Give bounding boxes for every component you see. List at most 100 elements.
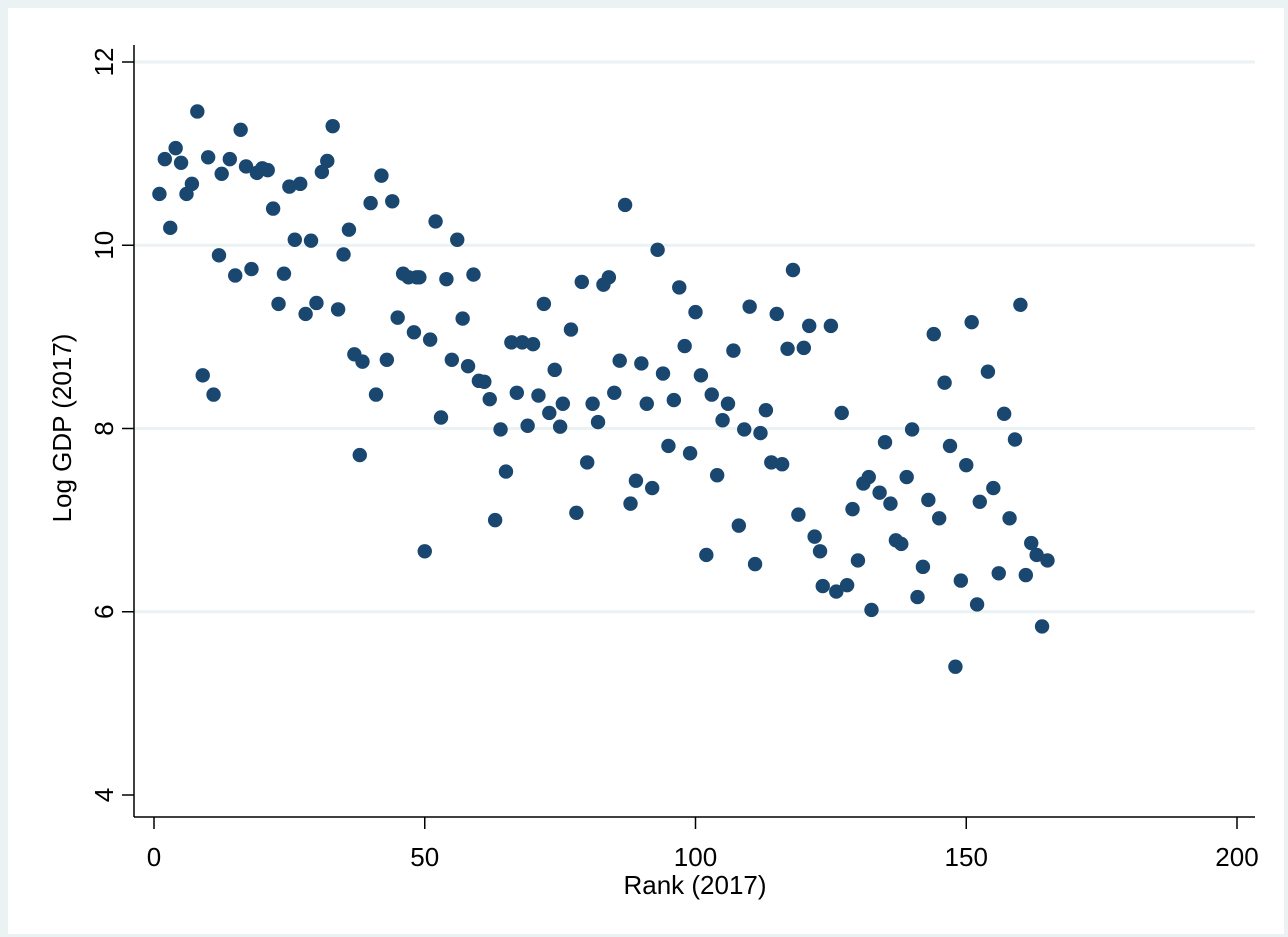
x-tick-label-150: 150 bbox=[945, 842, 988, 872]
x-tick-label-200: 200 bbox=[1215, 842, 1258, 872]
data-point-153 bbox=[972, 494, 987, 509]
data-point-32 bbox=[325, 118, 340, 134]
data-point-162 bbox=[1024, 535, 1039, 551]
data-point-44 bbox=[390, 310, 405, 325]
x-tick-label-100: 100 bbox=[674, 842, 717, 872]
data-point-16 bbox=[238, 159, 254, 174]
data-point-10 bbox=[206, 387, 221, 402]
data-point-23 bbox=[276, 266, 292, 281]
data-point-101 bbox=[693, 368, 709, 383]
data-point-120 bbox=[796, 340, 811, 356]
data-point-127 bbox=[834, 405, 849, 421]
data-point-121 bbox=[802, 318, 817, 334]
data-point-108 bbox=[731, 518, 747, 533]
data-point-135 bbox=[877, 435, 893, 450]
data-point-22 bbox=[271, 296, 286, 312]
data-point-136 bbox=[883, 496, 898, 511]
data-point-77 bbox=[563, 322, 579, 337]
data-point-43 bbox=[385, 194, 400, 209]
data-point-93 bbox=[650, 242, 665, 258]
data-point-72 bbox=[536, 296, 552, 312]
data-point-1 bbox=[157, 151, 173, 167]
data-point-20 bbox=[260, 162, 275, 178]
data-point-17 bbox=[244, 261, 259, 277]
data-point-75 bbox=[552, 419, 568, 434]
data-point-74 bbox=[547, 362, 562, 378]
data-point-30 bbox=[314, 164, 330, 180]
data-point-91 bbox=[639, 396, 654, 411]
data-point-69 bbox=[520, 418, 535, 433]
data-point-52 bbox=[428, 214, 443, 229]
data-point-56 bbox=[450, 232, 465, 247]
data-point-55 bbox=[444, 352, 460, 367]
data-point-163 bbox=[1029, 547, 1044, 563]
data-point-68 bbox=[515, 335, 530, 350]
data-point-24 bbox=[282, 179, 297, 194]
data-point-100 bbox=[688, 304, 703, 320]
data-point-141 bbox=[910, 589, 925, 605]
data-point-57 bbox=[455, 311, 470, 326]
data-point-161 bbox=[1018, 567, 1034, 583]
data-point-152 bbox=[969, 597, 985, 612]
data-point-51 bbox=[422, 332, 438, 347]
data-point-70 bbox=[525, 337, 541, 352]
data-point-80 bbox=[580, 455, 595, 470]
data-point-47 bbox=[406, 325, 422, 340]
data-point-27 bbox=[298, 306, 313, 322]
y-tick-label-10: 10 bbox=[89, 231, 119, 260]
data-point-4 bbox=[173, 155, 189, 170]
data-point-149 bbox=[953, 573, 969, 588]
data-point-106 bbox=[720, 396, 736, 411]
data-point-102 bbox=[699, 547, 714, 563]
data-point-61 bbox=[477, 374, 492, 389]
data-point-87 bbox=[617, 197, 633, 213]
data-point-95 bbox=[661, 438, 676, 454]
data-point-94 bbox=[655, 366, 671, 381]
data-point-14 bbox=[228, 268, 243, 283]
data-point-116 bbox=[774, 457, 790, 472]
data-point-35 bbox=[341, 222, 357, 237]
data-point-78 bbox=[569, 505, 584, 520]
y-tick-label-4: 4 bbox=[89, 788, 119, 802]
data-point-132 bbox=[861, 469, 876, 485]
data-point-130 bbox=[850, 553, 866, 568]
data-point-145 bbox=[931, 511, 947, 526]
data-point-125 bbox=[823, 318, 839, 334]
data-point-117 bbox=[780, 341, 795, 356]
data-point-105 bbox=[715, 413, 730, 428]
y-tick-label-12: 12 bbox=[89, 48, 119, 77]
data-point-81 bbox=[585, 396, 600, 411]
data-point-88 bbox=[623, 496, 638, 511]
data-point-112 bbox=[753, 425, 768, 441]
data-point-150 bbox=[959, 457, 974, 473]
data-point-124 bbox=[815, 578, 830, 594]
x-axis-label: Rank (2017) bbox=[623, 870, 766, 900]
data-point-128 bbox=[839, 577, 855, 593]
grid-lines bbox=[135, 60, 1255, 614]
data-point-114 bbox=[764, 455, 779, 470]
data-point-146 bbox=[937, 375, 952, 390]
data-point-66 bbox=[504, 335, 519, 350]
data-point-92 bbox=[644, 480, 660, 496]
data-point-115 bbox=[769, 306, 784, 322]
data-point-151 bbox=[964, 315, 979, 330]
data-point-164 bbox=[1034, 619, 1050, 634]
data-point-119 bbox=[791, 507, 806, 522]
data-point-107 bbox=[726, 343, 741, 358]
data-point-84 bbox=[601, 270, 617, 285]
data-point-64 bbox=[493, 422, 508, 437]
data-point-113 bbox=[758, 402, 774, 418]
data-point-79 bbox=[574, 274, 589, 290]
data-point-82 bbox=[590, 414, 606, 430]
data-point-126 bbox=[829, 584, 844, 599]
data-point-53 bbox=[433, 410, 449, 425]
data-point-148 bbox=[948, 659, 963, 674]
data-point-96 bbox=[666, 392, 682, 408]
data-point-6 bbox=[184, 176, 200, 192]
data-point-2 bbox=[163, 220, 178, 236]
data-point-85 bbox=[607, 385, 622, 400]
data-point-3 bbox=[168, 140, 183, 156]
data-point-71 bbox=[531, 388, 546, 403]
x-tick-label-50: 50 bbox=[410, 842, 439, 872]
data-point-38 bbox=[355, 354, 370, 369]
